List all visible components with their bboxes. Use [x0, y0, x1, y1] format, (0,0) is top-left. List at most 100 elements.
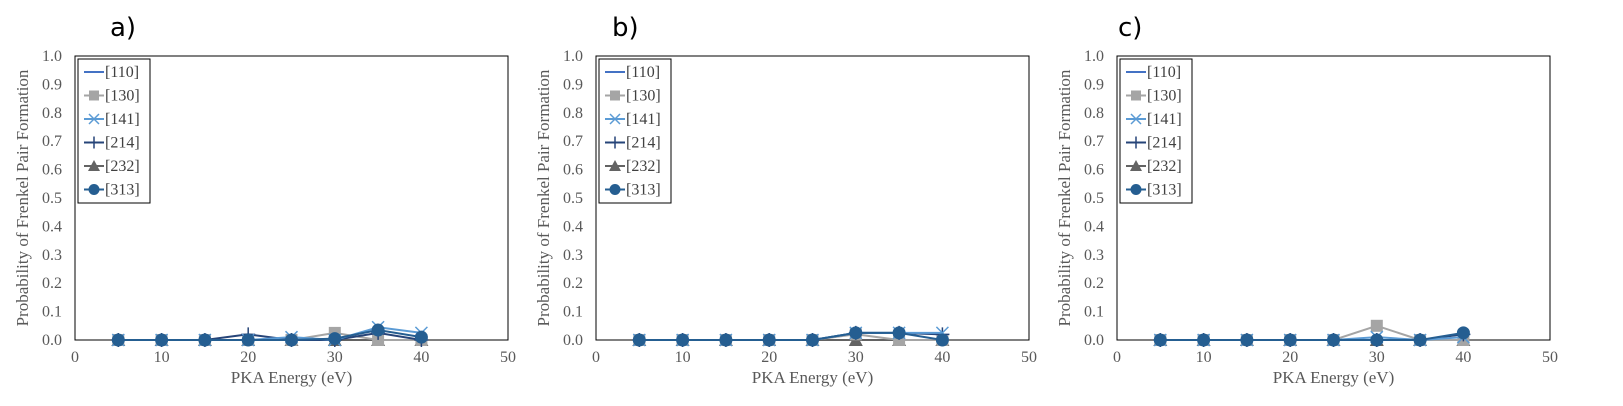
legend-entry: [130] — [84, 88, 140, 105]
axis-ticks: 0 10 20 30 40 50 0.0 0.1 0.2 0.3 0.4 0.5 0.6 0.7 0.8 0.… — [1084, 48, 1558, 366]
legend-entry: [110] — [1126, 64, 1181, 81]
y-tick-label: 0.5 — [1084, 190, 1104, 207]
legend-entry: [232] — [84, 158, 140, 175]
y-tick-label: 0.4 — [563, 218, 583, 235]
marker-plus — [609, 136, 621, 149]
marker-circle — [609, 184, 621, 195]
legend-entry: [313] — [605, 182, 661, 199]
legend-entry: [214] — [1126, 135, 1182, 152]
chart-panel-a: a) PKA Energy (eV) Probability of Frenke… — [13, 13, 516, 387]
x-tick-label: 10 — [154, 349, 170, 366]
series-313 — [632, 326, 949, 347]
legend-box — [1119, 58, 1193, 204]
y-axis-title: Probability of Frenkel Pair Formation — [1055, 69, 1074, 326]
legend-entry: [110] — [84, 64, 139, 81]
marker-circle — [1153, 333, 1167, 347]
legend-label: [130] — [105, 88, 140, 105]
x-tick-label: 20 — [1282, 349, 1298, 366]
x-axis-title: PKA Energy (eV) — [1273, 368, 1395, 387]
legend-entry: [232] — [605, 158, 661, 175]
x-tick-label: 10 — [675, 349, 691, 366]
legend-label: [110] — [1147, 64, 1181, 81]
marker-plus — [88, 136, 100, 149]
marker-circle — [1197, 333, 1211, 347]
legend: [110] [130] [141] [214] [232] [313] — [1119, 58, 1193, 204]
legend-entry: [214] — [84, 135, 140, 152]
marker-triangle — [88, 160, 100, 171]
legend-entry: [141] — [605, 111, 661, 128]
chart-panel-b: b) PKA Energy (eV) Probability of Frenke… — [534, 13, 1037, 387]
y-tick-label: 0.0 — [42, 332, 62, 349]
series-line — [639, 331, 943, 341]
x-tick-label: 20 — [761, 349, 777, 366]
marker-circle — [88, 184, 100, 195]
legend-label: [130] — [626, 88, 661, 105]
marker-x — [609, 113, 621, 125]
x-tick-label: 50 — [1021, 349, 1037, 366]
legend-label: [130] — [1147, 88, 1182, 105]
legend-box — [598, 58, 672, 204]
marker-x — [1130, 113, 1142, 125]
marker-circle — [1370, 333, 1384, 347]
y-tick-label: 0.7 — [1084, 133, 1104, 150]
marker-circle — [1283, 333, 1297, 347]
legend-box — [77, 58, 151, 204]
legend-label: [313] — [626, 182, 661, 199]
y-tick-label: 0.9 — [42, 76, 62, 93]
legend-label: [313] — [105, 182, 140, 199]
legend-entry: [313] — [84, 182, 140, 199]
marker-circle — [328, 332, 342, 346]
x-tick-label: 10 — [1196, 349, 1212, 366]
marker-circle — [1240, 333, 1254, 347]
marker-circle — [676, 333, 690, 347]
y-tick-label: 0.8 — [42, 105, 62, 122]
marker-square — [610, 90, 620, 101]
y-axis-title: Probability of Frenkel Pair Formation — [534, 69, 553, 326]
marker-circle — [806, 333, 819, 347]
y-tick-label: 0.4 — [1084, 218, 1104, 235]
y-tick-label: 0.2 — [563, 275, 583, 292]
panel-label: a) — [110, 13, 136, 43]
y-tick-label: 0.6 — [42, 162, 62, 179]
legend-label: [313] — [1147, 182, 1182, 199]
y-tick-label: 0.9 — [1084, 76, 1104, 93]
legend-entry: [141] — [1126, 111, 1182, 128]
marker-circle — [285, 333, 298, 347]
legend-label: [141] — [626, 111, 661, 128]
marker-circle — [1456, 326, 1470, 340]
marker-circle — [1130, 184, 1142, 195]
marker-square — [1131, 90, 1141, 101]
legend-entry: [214] — [605, 135, 661, 152]
legend-label: [110] — [105, 64, 139, 81]
y-axis-title: Probability of Frenkel Pair Formation — [13, 69, 32, 326]
marker-triangle — [609, 160, 621, 171]
panel-label: c) — [1118, 13, 1142, 43]
y-tick-label: 0.4 — [42, 218, 62, 235]
marker-circle — [762, 333, 776, 347]
legend-entry: [110] — [605, 64, 660, 81]
marker-x — [88, 113, 100, 125]
legend-label: [141] — [105, 111, 140, 128]
y-tick-label: 0.7 — [42, 133, 62, 150]
y-tick-label: 0.0 — [1084, 332, 1104, 349]
legend-entry: [130] — [605, 88, 661, 105]
x-tick-label: 0 — [1113, 349, 1121, 366]
legend-entry: [232] — [1126, 158, 1182, 175]
y-tick-label: 0.9 — [563, 76, 583, 93]
y-tick-label: 0.2 — [1084, 275, 1104, 292]
y-tick-label: 0.5 — [42, 190, 62, 207]
y-tick-label: 0.0 — [563, 332, 583, 349]
series-313 — [1153, 326, 1470, 347]
legend-label: [141] — [1147, 111, 1182, 128]
series-line — [1160, 331, 1464, 341]
marker-plus — [1130, 136, 1142, 149]
y-tick-label: 0.1 — [42, 304, 62, 321]
marker-circle — [849, 326, 863, 340]
legend-label: [214] — [105, 135, 140, 152]
legend-entry: [313] — [1126, 182, 1182, 199]
y-tick-label: 1.0 — [42, 48, 62, 65]
legend: [110] [130] [141] [214] [232] [313] — [77, 58, 151, 204]
marker-square — [89, 90, 99, 101]
y-tick-label: 0.8 — [1084, 105, 1104, 122]
legend-label: [110] — [626, 64, 660, 81]
